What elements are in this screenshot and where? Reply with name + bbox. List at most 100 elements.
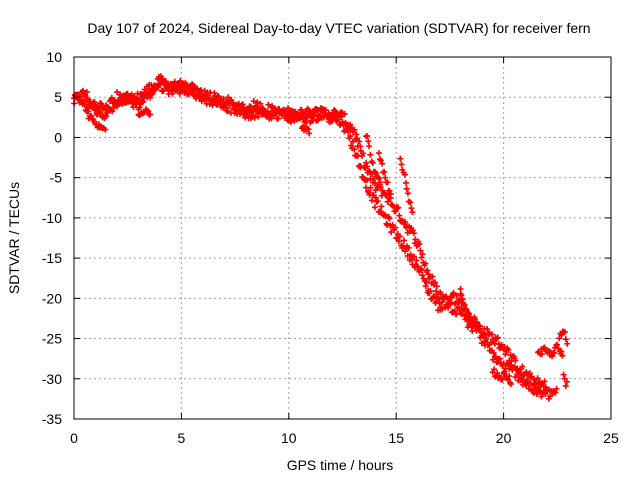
data-point xyxy=(85,108,92,115)
data-point xyxy=(505,346,512,353)
data-point xyxy=(483,336,490,343)
data-point xyxy=(395,204,402,211)
data-point xyxy=(104,103,111,110)
data-point xyxy=(422,260,429,267)
data-point xyxy=(259,105,266,112)
data-point xyxy=(431,293,438,300)
x-tick-label: 10 xyxy=(281,430,297,446)
data-point xyxy=(350,138,357,145)
data-point xyxy=(98,100,105,107)
data-point xyxy=(377,157,384,164)
data-point xyxy=(209,99,216,106)
data-point xyxy=(552,389,559,396)
data-point xyxy=(363,177,370,184)
data-point xyxy=(409,209,416,216)
data-point xyxy=(158,79,165,86)
data-point xyxy=(460,302,467,309)
data-point xyxy=(456,299,463,306)
data-point xyxy=(407,199,414,206)
data-point xyxy=(432,288,439,295)
data-point xyxy=(382,174,389,181)
data-point xyxy=(357,163,364,170)
data-point xyxy=(542,391,549,398)
data-point xyxy=(367,184,374,191)
data-point xyxy=(498,341,505,348)
data-point xyxy=(83,88,90,95)
data-point xyxy=(339,118,346,125)
data-point xyxy=(254,99,261,106)
data-point xyxy=(376,175,383,182)
data-point xyxy=(541,378,548,385)
data-point xyxy=(386,187,393,194)
data-point xyxy=(395,238,402,245)
data-point xyxy=(424,267,431,274)
data-point xyxy=(422,283,429,290)
data-point xyxy=(234,110,241,117)
data-point xyxy=(434,295,441,302)
data-point xyxy=(400,237,407,244)
data-point xyxy=(404,190,411,197)
data-point xyxy=(553,341,560,348)
data-point xyxy=(177,77,184,84)
data-point xyxy=(417,247,424,254)
data-point xyxy=(413,257,420,264)
data-point xyxy=(410,230,417,237)
data-point xyxy=(531,381,538,388)
chart-title: Day 107 of 2024, Sidereal Day-to-day VTE… xyxy=(87,20,590,36)
y-tick-label: -20 xyxy=(42,290,62,306)
data-point xyxy=(306,130,313,137)
data-point xyxy=(411,253,418,260)
data-point xyxy=(560,371,567,378)
data-point xyxy=(136,96,143,103)
data-point xyxy=(287,118,294,125)
y-axis-label: SDTVAR / TECUs xyxy=(6,182,22,294)
data-point xyxy=(255,113,262,120)
data-point xyxy=(145,91,152,98)
data-point xyxy=(344,125,351,132)
data-point xyxy=(405,244,412,251)
data-point xyxy=(417,266,424,273)
data-point xyxy=(214,93,221,100)
data-point xyxy=(148,81,155,88)
data-point xyxy=(296,113,303,120)
data-point xyxy=(345,128,352,135)
data-point xyxy=(402,179,409,186)
data-point xyxy=(314,106,321,113)
data-point xyxy=(530,376,537,383)
data-point xyxy=(369,159,376,166)
data-point xyxy=(549,353,556,360)
data-point xyxy=(561,375,568,382)
data-point xyxy=(363,132,370,139)
data-point xyxy=(257,100,264,107)
data-point xyxy=(356,138,363,145)
y-tick-label: 5 xyxy=(54,89,62,105)
data-point xyxy=(252,102,259,109)
data-point xyxy=(351,146,358,153)
data-point xyxy=(211,89,218,96)
data-point xyxy=(429,273,436,280)
data-point xyxy=(370,176,377,183)
data-point xyxy=(507,381,514,388)
data-point xyxy=(353,131,360,138)
data-point xyxy=(260,106,267,113)
data-point xyxy=(506,372,513,379)
data-point xyxy=(305,106,312,113)
data-point xyxy=(553,385,560,392)
data-point xyxy=(397,155,404,162)
data-point xyxy=(462,305,469,312)
data-point xyxy=(398,161,405,168)
data-point xyxy=(502,351,509,358)
data-point xyxy=(283,110,290,117)
data-point xyxy=(416,240,423,247)
data-point xyxy=(427,287,434,294)
data-point xyxy=(378,203,385,210)
data-point xyxy=(419,272,426,279)
data-point xyxy=(499,376,506,383)
data-point xyxy=(512,357,519,364)
data-point xyxy=(450,289,457,296)
data-point xyxy=(169,90,176,97)
data-point xyxy=(513,365,520,372)
data-point xyxy=(275,115,282,122)
data-point xyxy=(556,335,563,342)
data-point xyxy=(367,151,374,158)
